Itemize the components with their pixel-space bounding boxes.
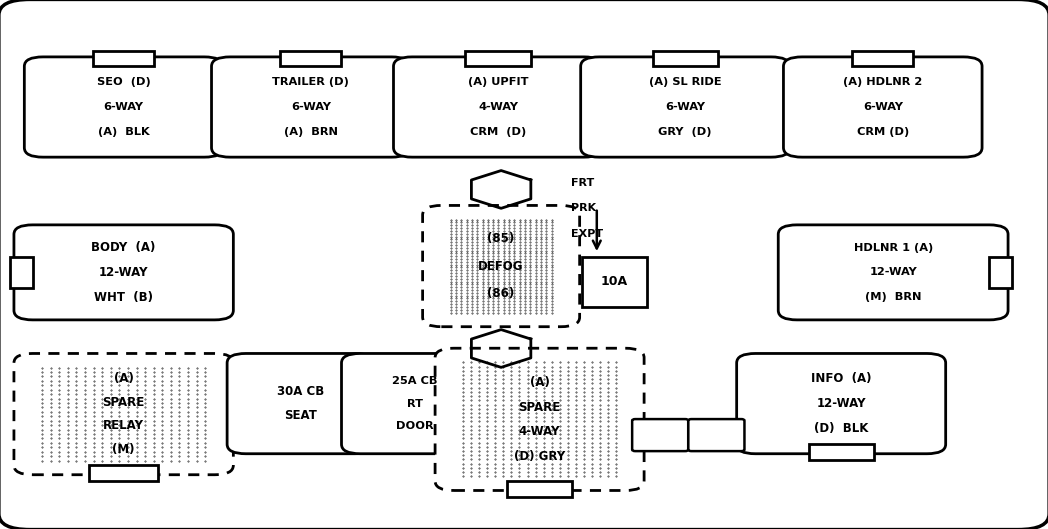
Text: 4-WAY: 4-WAY <box>478 102 518 112</box>
Text: RELAY: RELAY <box>103 419 145 432</box>
Text: (A)  BLK: (A) BLK <box>97 126 150 136</box>
Text: 6-WAY: 6-WAY <box>104 102 144 112</box>
Text: (A) UPFIT: (A) UPFIT <box>467 77 528 87</box>
Bar <box>809 444 874 460</box>
FancyBboxPatch shape <box>689 419 744 451</box>
Text: INFO  (A): INFO (A) <box>811 372 872 386</box>
Text: 30A CB: 30A CB <box>277 385 324 398</box>
FancyBboxPatch shape <box>779 225 1008 320</box>
Text: EXPT: EXPT <box>571 229 603 239</box>
Text: (M): (M) <box>112 443 135 456</box>
Text: DOOR: DOOR <box>396 421 434 431</box>
Text: PRK: PRK <box>571 203 596 213</box>
FancyBboxPatch shape <box>632 419 689 451</box>
Bar <box>507 481 572 497</box>
FancyBboxPatch shape <box>784 57 982 157</box>
Text: (A): (A) <box>114 372 133 385</box>
Text: (A) SL RIDE: (A) SL RIDE <box>649 77 721 87</box>
Bar <box>852 51 914 66</box>
Text: (D) GRY: (D) GRY <box>514 450 565 463</box>
FancyBboxPatch shape <box>14 225 234 320</box>
Text: WHT  (B): WHT (B) <box>94 290 153 304</box>
Text: 6-WAY: 6-WAY <box>291 102 331 112</box>
FancyBboxPatch shape <box>212 57 410 157</box>
Bar <box>653 51 718 66</box>
FancyBboxPatch shape <box>737 353 945 454</box>
Text: (A)  BRN: (A) BRN <box>284 126 337 136</box>
Text: TRAILER (D): TRAILER (D) <box>272 77 349 87</box>
Text: FRT: FRT <box>571 178 594 188</box>
FancyBboxPatch shape <box>342 353 488 454</box>
Text: SPARE: SPARE <box>519 400 561 414</box>
Text: (85): (85) <box>487 232 515 245</box>
Bar <box>465 51 530 66</box>
Bar <box>989 257 1012 288</box>
Text: 12-WAY: 12-WAY <box>869 267 917 277</box>
FancyBboxPatch shape <box>581 57 790 157</box>
Polygon shape <box>472 170 531 208</box>
Bar <box>93 51 154 66</box>
FancyBboxPatch shape <box>227 353 374 454</box>
Text: GRY  (D): GRY (D) <box>658 126 712 136</box>
Polygon shape <box>472 330 531 367</box>
Text: (A): (A) <box>529 376 549 389</box>
Text: CRM (D): CRM (D) <box>856 126 909 136</box>
Text: 4-WAY: 4-WAY <box>519 425 561 438</box>
Text: (A) HDLNR 2: (A) HDLNR 2 <box>844 77 922 87</box>
Text: 6-WAY: 6-WAY <box>863 102 902 112</box>
Text: SPARE: SPARE <box>103 396 145 409</box>
Bar <box>583 257 647 307</box>
Text: BODY  (A): BODY (A) <box>91 241 156 254</box>
Bar <box>89 466 158 481</box>
Text: DEFOG: DEFOG <box>478 260 524 272</box>
Bar <box>9 257 32 288</box>
Text: 12-WAY: 12-WAY <box>816 397 866 410</box>
Text: SEAT: SEAT <box>284 409 316 423</box>
Text: (86): (86) <box>487 287 515 300</box>
Text: HDLNR 1 (A): HDLNR 1 (A) <box>853 243 933 253</box>
Text: 6-WAY: 6-WAY <box>665 102 705 112</box>
Text: (D)  BLK: (D) BLK <box>814 422 869 435</box>
FancyBboxPatch shape <box>393 57 603 157</box>
Text: 10A: 10A <box>601 275 628 288</box>
Text: 12-WAY: 12-WAY <box>99 266 149 279</box>
FancyBboxPatch shape <box>422 205 580 327</box>
Text: (M)  BRN: (M) BRN <box>865 292 921 302</box>
FancyBboxPatch shape <box>24 57 223 157</box>
FancyBboxPatch shape <box>14 353 234 475</box>
Text: CRM  (D): CRM (D) <box>470 126 526 136</box>
Bar <box>280 51 342 66</box>
Text: RT: RT <box>407 399 422 408</box>
FancyBboxPatch shape <box>435 348 645 490</box>
Text: SEO  (D): SEO (D) <box>96 77 151 87</box>
Text: 25A CB: 25A CB <box>392 376 438 386</box>
